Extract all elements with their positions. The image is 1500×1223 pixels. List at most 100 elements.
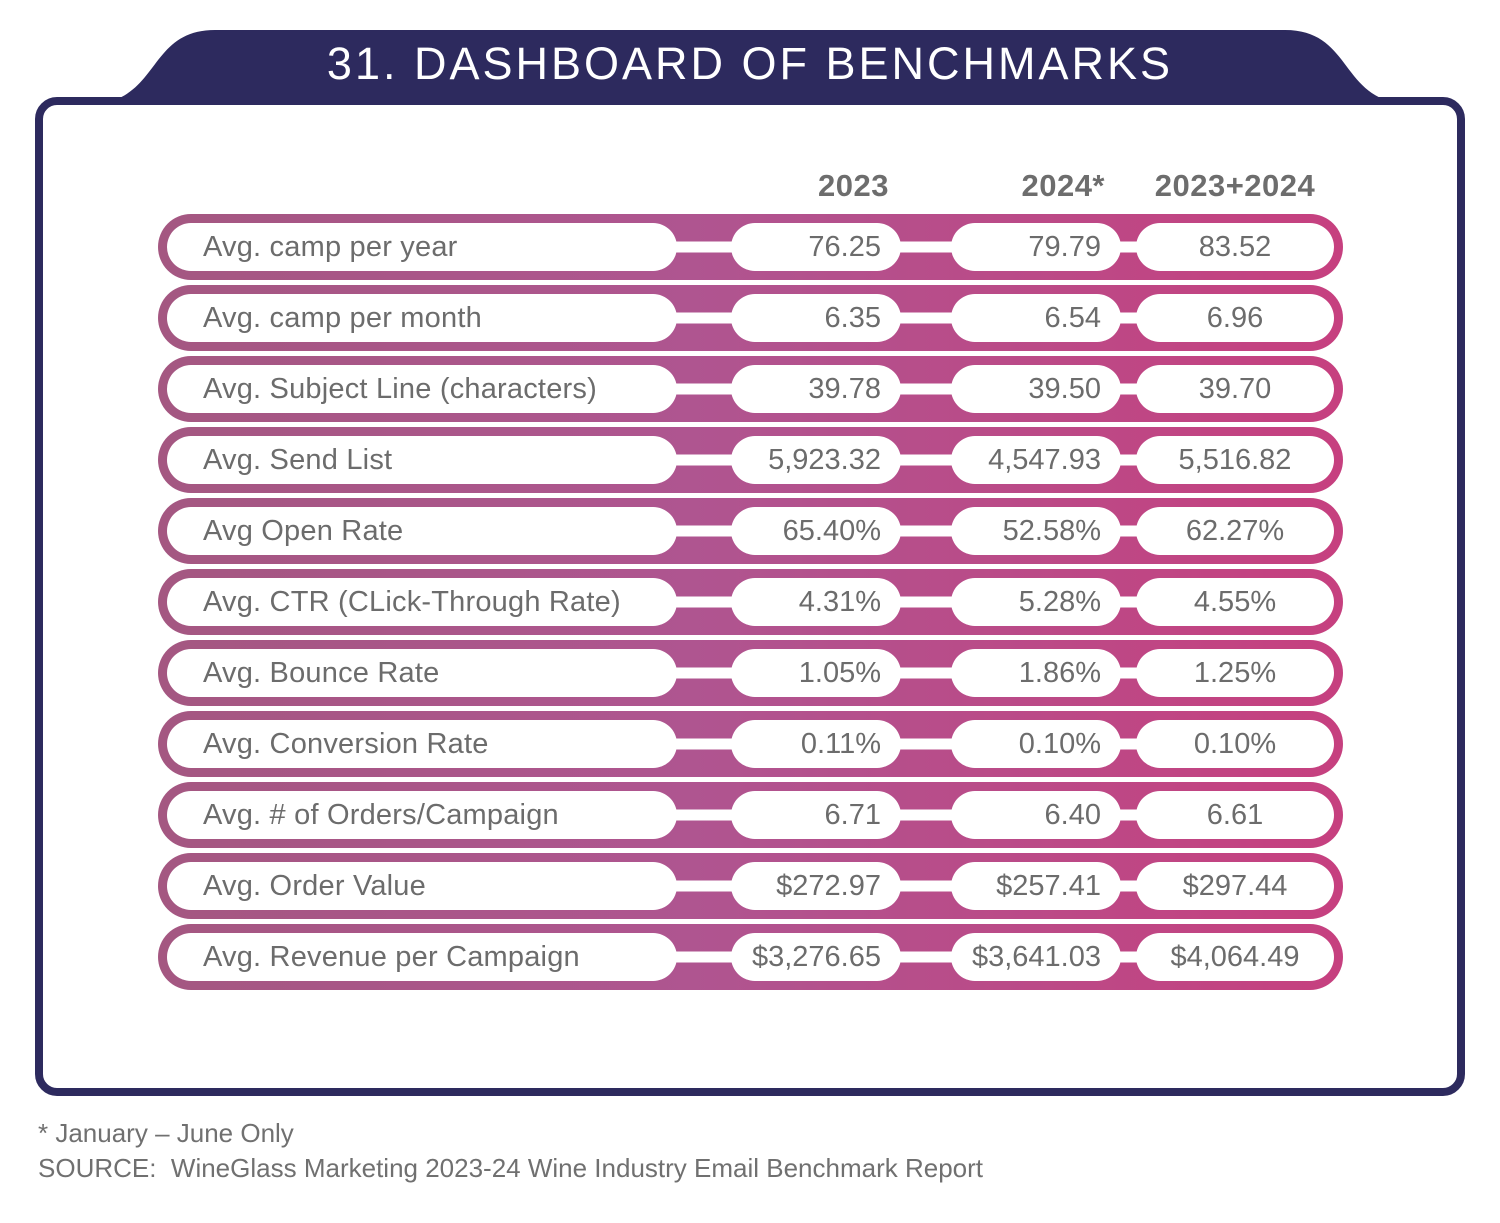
connector-bar [898, 738, 954, 750]
connector [898, 578, 954, 626]
connector-bar [1118, 454, 1139, 466]
benchmark-row: Avg. camp per month 6.35 6.54 6.96 [158, 285, 1343, 351]
value-2024: 1.86% [951, 649, 1121, 697]
connector-bar [674, 525, 734, 537]
connector-bar [898, 667, 954, 679]
connector-bar [1118, 596, 1139, 608]
connector-bar [674, 880, 734, 892]
metric-label: Avg. CTR (CLick-Through Rate) [167, 578, 677, 626]
benchmark-row: Avg. Subject Line (characters) 39.78 39.50… [158, 356, 1343, 422]
value-2023-2024: 6.96 [1136, 294, 1334, 342]
connector-bar [674, 667, 734, 679]
metric-label: Avg. Send List [167, 436, 677, 484]
metric-label: Avg. camp per month [167, 294, 677, 342]
connector [898, 649, 954, 697]
connector [1118, 507, 1139, 555]
connector-bar [898, 951, 954, 963]
connector-bar [898, 383, 954, 395]
metric-label: Avg Open Rate [167, 507, 677, 555]
connector [674, 649, 734, 697]
title-band [95, 30, 1405, 104]
connector-bar [1118, 667, 1139, 679]
benchmark-row: Avg. # of Orders/Campaign 6.71 6.40 6.61 [158, 782, 1343, 848]
value-2024: 6.54 [951, 294, 1121, 342]
value-2023-2024: 5,516.82 [1136, 436, 1334, 484]
connector [898, 294, 954, 342]
benchmark-row: Avg. CTR (CLick-Through Rate) 4.31% 5.28% 4… [158, 569, 1343, 635]
connector [898, 862, 954, 910]
connector [1118, 294, 1139, 342]
connector-bar [898, 312, 954, 324]
value-2023: 1.05% [731, 649, 901, 697]
connector-bar [898, 241, 954, 253]
metric-label: Avg. Conversion Rate [167, 720, 677, 768]
connector [674, 791, 734, 839]
connector-bar [674, 454, 734, 466]
value-2023: 6.35 [731, 294, 901, 342]
connector [1118, 862, 1139, 910]
connector [1118, 223, 1139, 271]
value-2024: 4,547.93 [951, 436, 1121, 484]
benchmark-row: Avg. Revenue per Campaign $3,276.65 $3,641… [158, 924, 1343, 990]
value-2024: 39.50 [951, 365, 1121, 413]
value-2023-2024: 4.55% [1136, 578, 1334, 626]
connector [1118, 791, 1139, 839]
connector [1118, 578, 1139, 626]
connector-bar [1118, 312, 1139, 324]
benchmark-row: Avg Open Rate 65.40% 52.58% 62.27% [158, 498, 1343, 564]
benchmark-row: Avg. Conversion Rate 0.11% 0.10% 0.10% [158, 711, 1343, 777]
connector-bar [674, 383, 734, 395]
rows: Avg. camp per year 76.25 79.79 83.52 Avg. ca… [158, 214, 1343, 990]
connector-bar [898, 454, 954, 466]
connector-bar [898, 525, 954, 537]
connector-bar [674, 738, 734, 750]
connector [674, 436, 734, 484]
connector [898, 791, 954, 839]
connector-bar [898, 596, 954, 608]
connector [1118, 649, 1139, 697]
connector [898, 507, 954, 555]
value-2023: 6.71 [731, 791, 901, 839]
value-2023-2024: 62.27% [1136, 507, 1334, 555]
value-2024: 79.79 [951, 223, 1121, 271]
connector [898, 223, 954, 271]
benchmark-row: Avg. camp per year 76.25 79.79 83.52 [158, 214, 1343, 280]
connector [674, 294, 734, 342]
value-2023-2024: 39.70 [1136, 365, 1334, 413]
value-2024: 6.40 [951, 791, 1121, 839]
connector-bar [1118, 525, 1139, 537]
metric-label: Avg. Order Value [167, 862, 677, 910]
connector [674, 862, 734, 910]
page-title: 31. DASHBOARD OF BENCHMARKS [326, 38, 1174, 89]
connector [674, 507, 734, 555]
value-2023-2024: $297.44 [1136, 862, 1334, 910]
connector [898, 365, 954, 413]
value-2024: $257.41 [951, 862, 1121, 910]
value-2024: $3,641.03 [951, 933, 1121, 981]
connector-bar [1118, 809, 1139, 821]
metric-label: Avg. Bounce Rate [167, 649, 677, 697]
connector-bar [898, 880, 954, 892]
connector-bar [1118, 241, 1139, 253]
value-2024: 52.58% [951, 507, 1121, 555]
connector-bar [674, 951, 734, 963]
connector [898, 933, 954, 981]
connector [674, 933, 734, 981]
footnote-source: SOURCE: WineGlass Marketing 2023-24 Wine… [38, 1153, 984, 1183]
value-2023-2024: 0.10% [1136, 720, 1334, 768]
connector-bar [674, 596, 734, 608]
column-header-2023: 2023 [818, 168, 889, 203]
column-header-2023-2024: 2023+2024 [1154, 168, 1316, 203]
connector [1118, 720, 1139, 768]
connector [674, 578, 734, 626]
connector [1118, 933, 1139, 981]
value-2023: 4.31% [731, 578, 901, 626]
value-2023: 5,923.32 [731, 436, 901, 484]
metric-label: Avg. Subject Line (characters) [167, 365, 677, 413]
column-header-2024: 2024* [1021, 168, 1105, 203]
connector [1118, 365, 1139, 413]
value-2023: $272.97 [731, 862, 901, 910]
value-2023: 0.11% [731, 720, 901, 768]
connector [674, 720, 734, 768]
